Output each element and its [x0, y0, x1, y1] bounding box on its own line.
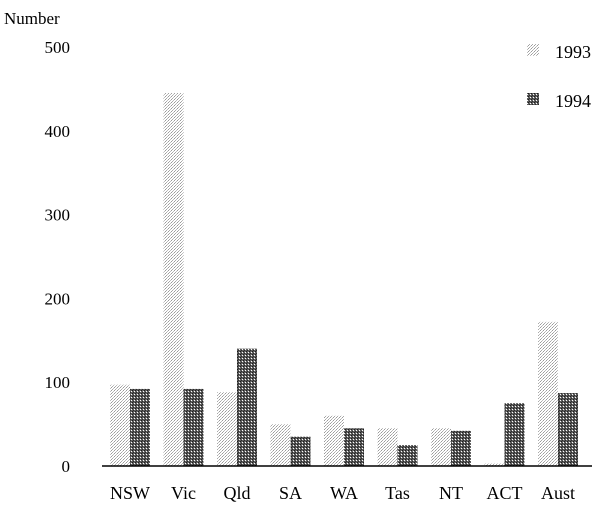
y-tick-label: 500 [45, 38, 71, 57]
x-tick-label: Vic [171, 483, 196, 503]
bar-vic-1993 [163, 93, 184, 466]
legend-swatch-1994 [527, 93, 539, 105]
y-tick-label: 300 [45, 206, 71, 225]
bar-nt-1994 [451, 430, 471, 466]
y-tick-label: 0 [62, 457, 71, 476]
x-tick-label: Qld [224, 483, 251, 503]
bars-group [110, 93, 578, 466]
x-tick-label: WA [330, 483, 358, 503]
y-tick-label: 400 [45, 122, 71, 141]
y-axis-ticks: 0 100 200 300 400 500 [45, 38, 71, 476]
bar-wa-1993 [324, 415, 344, 466]
y-tick-label: 100 [45, 373, 71, 392]
bar-act-1994 [504, 403, 525, 466]
bar-nsw-1993 [110, 384, 130, 466]
bar-sa-1993 [270, 424, 291, 466]
bar-vic-1994 [183, 388, 204, 466]
x-axis-labels: NSW Vic Qld SA WA Tas NT ACT Aust [110, 483, 575, 503]
bar-nt-1993 [431, 428, 451, 466]
bar-sa-1994 [290, 436, 311, 466]
x-tick-label: NSW [110, 483, 150, 503]
x-tick-label: Aust [541, 483, 575, 503]
x-tick-label: ACT [487, 483, 523, 503]
x-tick-label: NT [439, 483, 463, 503]
legend-label-1993: 1993 [555, 42, 591, 62]
bar-act-1993 [484, 463, 505, 466]
x-tick-label: SA [279, 483, 302, 503]
legend-swatch-1993 [527, 44, 539, 56]
bar-nsw-1994 [130, 388, 150, 466]
bar-tas-1993 [377, 428, 398, 466]
x-tick-label: Tas [385, 483, 410, 503]
y-tick-label: 200 [45, 289, 71, 308]
legend: 1993 1994 [527, 42, 591, 111]
y-axis-label: Number [4, 9, 60, 28]
bar-tas-1994 [397, 445, 418, 466]
bar-qld-1994 [237, 348, 257, 466]
bar-aust-1993 [538, 321, 558, 466]
bar-aust-1994 [558, 393, 578, 466]
bar-qld-1993 [217, 392, 237, 466]
legend-label-1994: 1994 [555, 91, 591, 111]
bar-wa-1994 [344, 428, 364, 466]
